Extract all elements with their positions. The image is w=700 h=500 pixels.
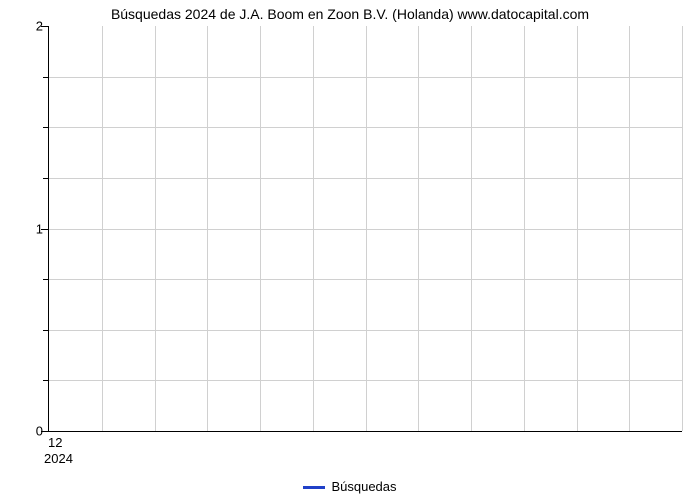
gridline-horizontal-major [49,229,682,230]
gridline-horizontal-minor [49,330,682,331]
legend: Búsquedas [0,479,700,494]
gridline-vertical [682,26,683,431]
y-minor-tick [43,77,49,78]
y-tick-label: 1 [25,221,43,236]
x-axis-year-label: 2024 [44,451,73,466]
y-tick-label: 0 [25,424,43,439]
y-minor-tick [43,127,49,128]
chart-title: Búsquedas 2024 de J.A. Boom en Zoon B.V.… [0,0,700,22]
gridline-horizontal-minor [49,127,682,128]
gridline-horizontal-minor [49,380,682,381]
gridline-horizontal-minor [49,178,682,179]
gridline-horizontal-minor [49,279,682,280]
y-tick-label: 2 [25,19,43,34]
y-minor-tick [43,380,49,381]
gridline-horizontal-minor [49,77,682,78]
legend-swatch [303,486,325,489]
chart-plot-area: 012 [48,26,682,432]
y-minor-tick [43,178,49,179]
y-minor-tick [43,279,49,280]
y-minor-tick [43,330,49,331]
x-axis-month-label: 12 [48,435,62,450]
legend-label: Búsquedas [331,479,396,494]
